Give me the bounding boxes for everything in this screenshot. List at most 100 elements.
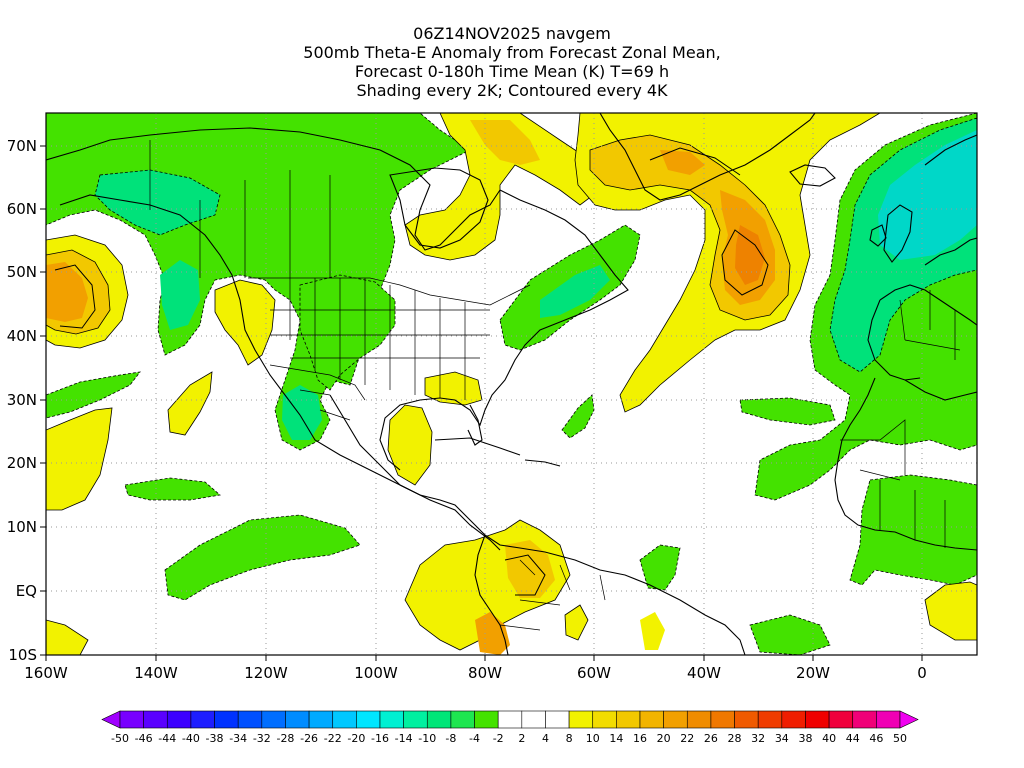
map-panel [46,113,977,655]
colorbar-swatch [710,710,735,729]
colorbar-swatch [757,710,783,729]
axis-tick-marks [40,145,923,661]
positive-anomaly-shading [46,113,977,655]
colorbar-swatch [686,710,712,729]
colorbar-swatch [450,710,475,729]
colorbar-swatch [426,710,452,729]
colorbar-label: 4 [542,732,549,745]
colorbar-label: -32 [253,732,271,745]
colorbar-swatch [237,710,263,729]
colorbar-swatch [521,710,546,729]
plot-title: 06Z14NOV2025 navgem 500mb Theta-E Anomal… [0,24,1024,100]
colorbar-swatch [781,710,806,729]
shade-region-pacific-teal [160,260,200,330]
lon-label-120w: 120W [244,664,288,682]
shade-region-brazil-green [639,544,681,591]
shade-region-southeast-yellow [424,371,483,406]
shade-region-nordic-yellow [640,612,665,650]
shade-region-s-pacific-yellow [46,619,89,655]
lat-label-20n: 20N [7,454,37,472]
colorbar-min-arrow [101,710,121,729]
colorbar-label: 34 [775,732,789,745]
lon-label-20w: 20W [796,664,830,682]
shade-region-mexico-teal [282,385,322,440]
colorbar-swatch [852,710,877,729]
colorbar-swatch [474,710,499,729]
colorbar-label: 40 [822,732,836,745]
shade-region-npac-orange [46,262,88,322]
shade-region-peru-orange [475,612,510,655]
lat-label-eq: EQ [16,582,37,600]
colorbar-label: 10 [586,732,600,745]
shade-region-west-us-yellow [214,279,276,366]
shade-region-south-atlantic [749,614,831,655]
colorbar-label: -50 [111,732,129,745]
colorbar-label: -34 [229,732,247,745]
lon-label-60w: 60W [577,664,611,682]
title-line-4: Shading every 2K; Contoured every 4K [356,81,668,100]
colorbar-swatch [332,710,357,729]
shade-region-hawaii-yellow [46,407,113,511]
colorbar-label: 38 [798,732,812,745]
colorbar-swatch [261,710,286,729]
shade-region-maritimes-teal [540,265,610,318]
negative-anomaly-shading [46,113,977,655]
colorbar-swatch [379,710,404,729]
colorbar-max-arrow [899,710,919,729]
lat-label-60n: 60N [7,200,37,218]
lat-label-50n: 50N [7,263,37,281]
shade-region-pacific-yellow-small [167,371,213,436]
colorbar-label: 32 [751,732,765,745]
colorbar-swatch [143,710,168,729]
shade-region-gulf-yellow [387,404,433,486]
colorbar-swatch [545,710,570,729]
shade-region-s-atlantic-yellow [924,581,977,641]
shade-region-colombia-gold [505,540,555,598]
colorbar-label: -16 [371,732,389,745]
title-line-3: Forecast 0-180h Time Mean (K) T=69 h [354,62,670,81]
lon-label-40w: 40W [687,664,721,682]
colorbar-swatch [568,710,594,729]
colorbar-swatch [805,710,830,729]
graticule [46,113,977,655]
lat-label-70n: 70N [7,137,37,155]
shade-region-greenland-orange [660,150,705,175]
lon-label-0: 0 [917,664,927,682]
shade-region-amazon-yellow [564,604,589,641]
colorbar-label: 14 [609,732,623,745]
lat-label-30n: 30N [7,391,37,409]
colorbar-swatch [639,710,664,729]
map-frame [45,112,978,656]
colorbar-label: -38 [206,732,224,745]
colorbar-swatch [734,710,759,729]
political-borders [149,140,961,631]
colorbar-label: 50 [893,732,907,745]
colorbar-label: -44 [158,732,176,745]
colorbar: -50 -46 -44 -40 -38 -34 -32 -28 -26 -22 -20 -16 -14-… [101,710,919,745]
colorbar-swatch [663,710,688,729]
shade-region-atlantic-west [739,397,836,426]
colorbar-label: -40 [182,732,200,745]
colorbar-label: -26 [300,732,318,745]
longitude-labels: 160W 140W 120W 100W 80W 60W 40W 20W 0 [24,664,927,682]
anomaly-contours [54,147,769,596]
colorbar-swatch [356,710,381,729]
colorbar-label: -10 [418,732,436,745]
shade-region-atlantic-green [561,394,595,439]
colorbar-swatch [876,710,901,729]
colorbar-swatch [497,710,523,729]
colorbar-label: -22 [324,732,342,745]
lon-label-160w: 160W [24,664,68,682]
shade-region-atlantic-dark-orange [735,225,765,285]
colorbar-label: 28 [728,732,742,745]
colorbar-swatch [403,710,428,729]
colorbar-swatch [308,710,334,729]
colorbar-label: 20 [657,732,671,745]
colorbar-label: 46 [869,732,883,745]
lat-label-40n: 40N [7,327,37,345]
lat-label-10n: 10N [7,518,37,536]
colorbar-swatch [214,710,239,729]
coastlines [46,113,977,655]
shade-region-epac-green [164,514,361,601]
